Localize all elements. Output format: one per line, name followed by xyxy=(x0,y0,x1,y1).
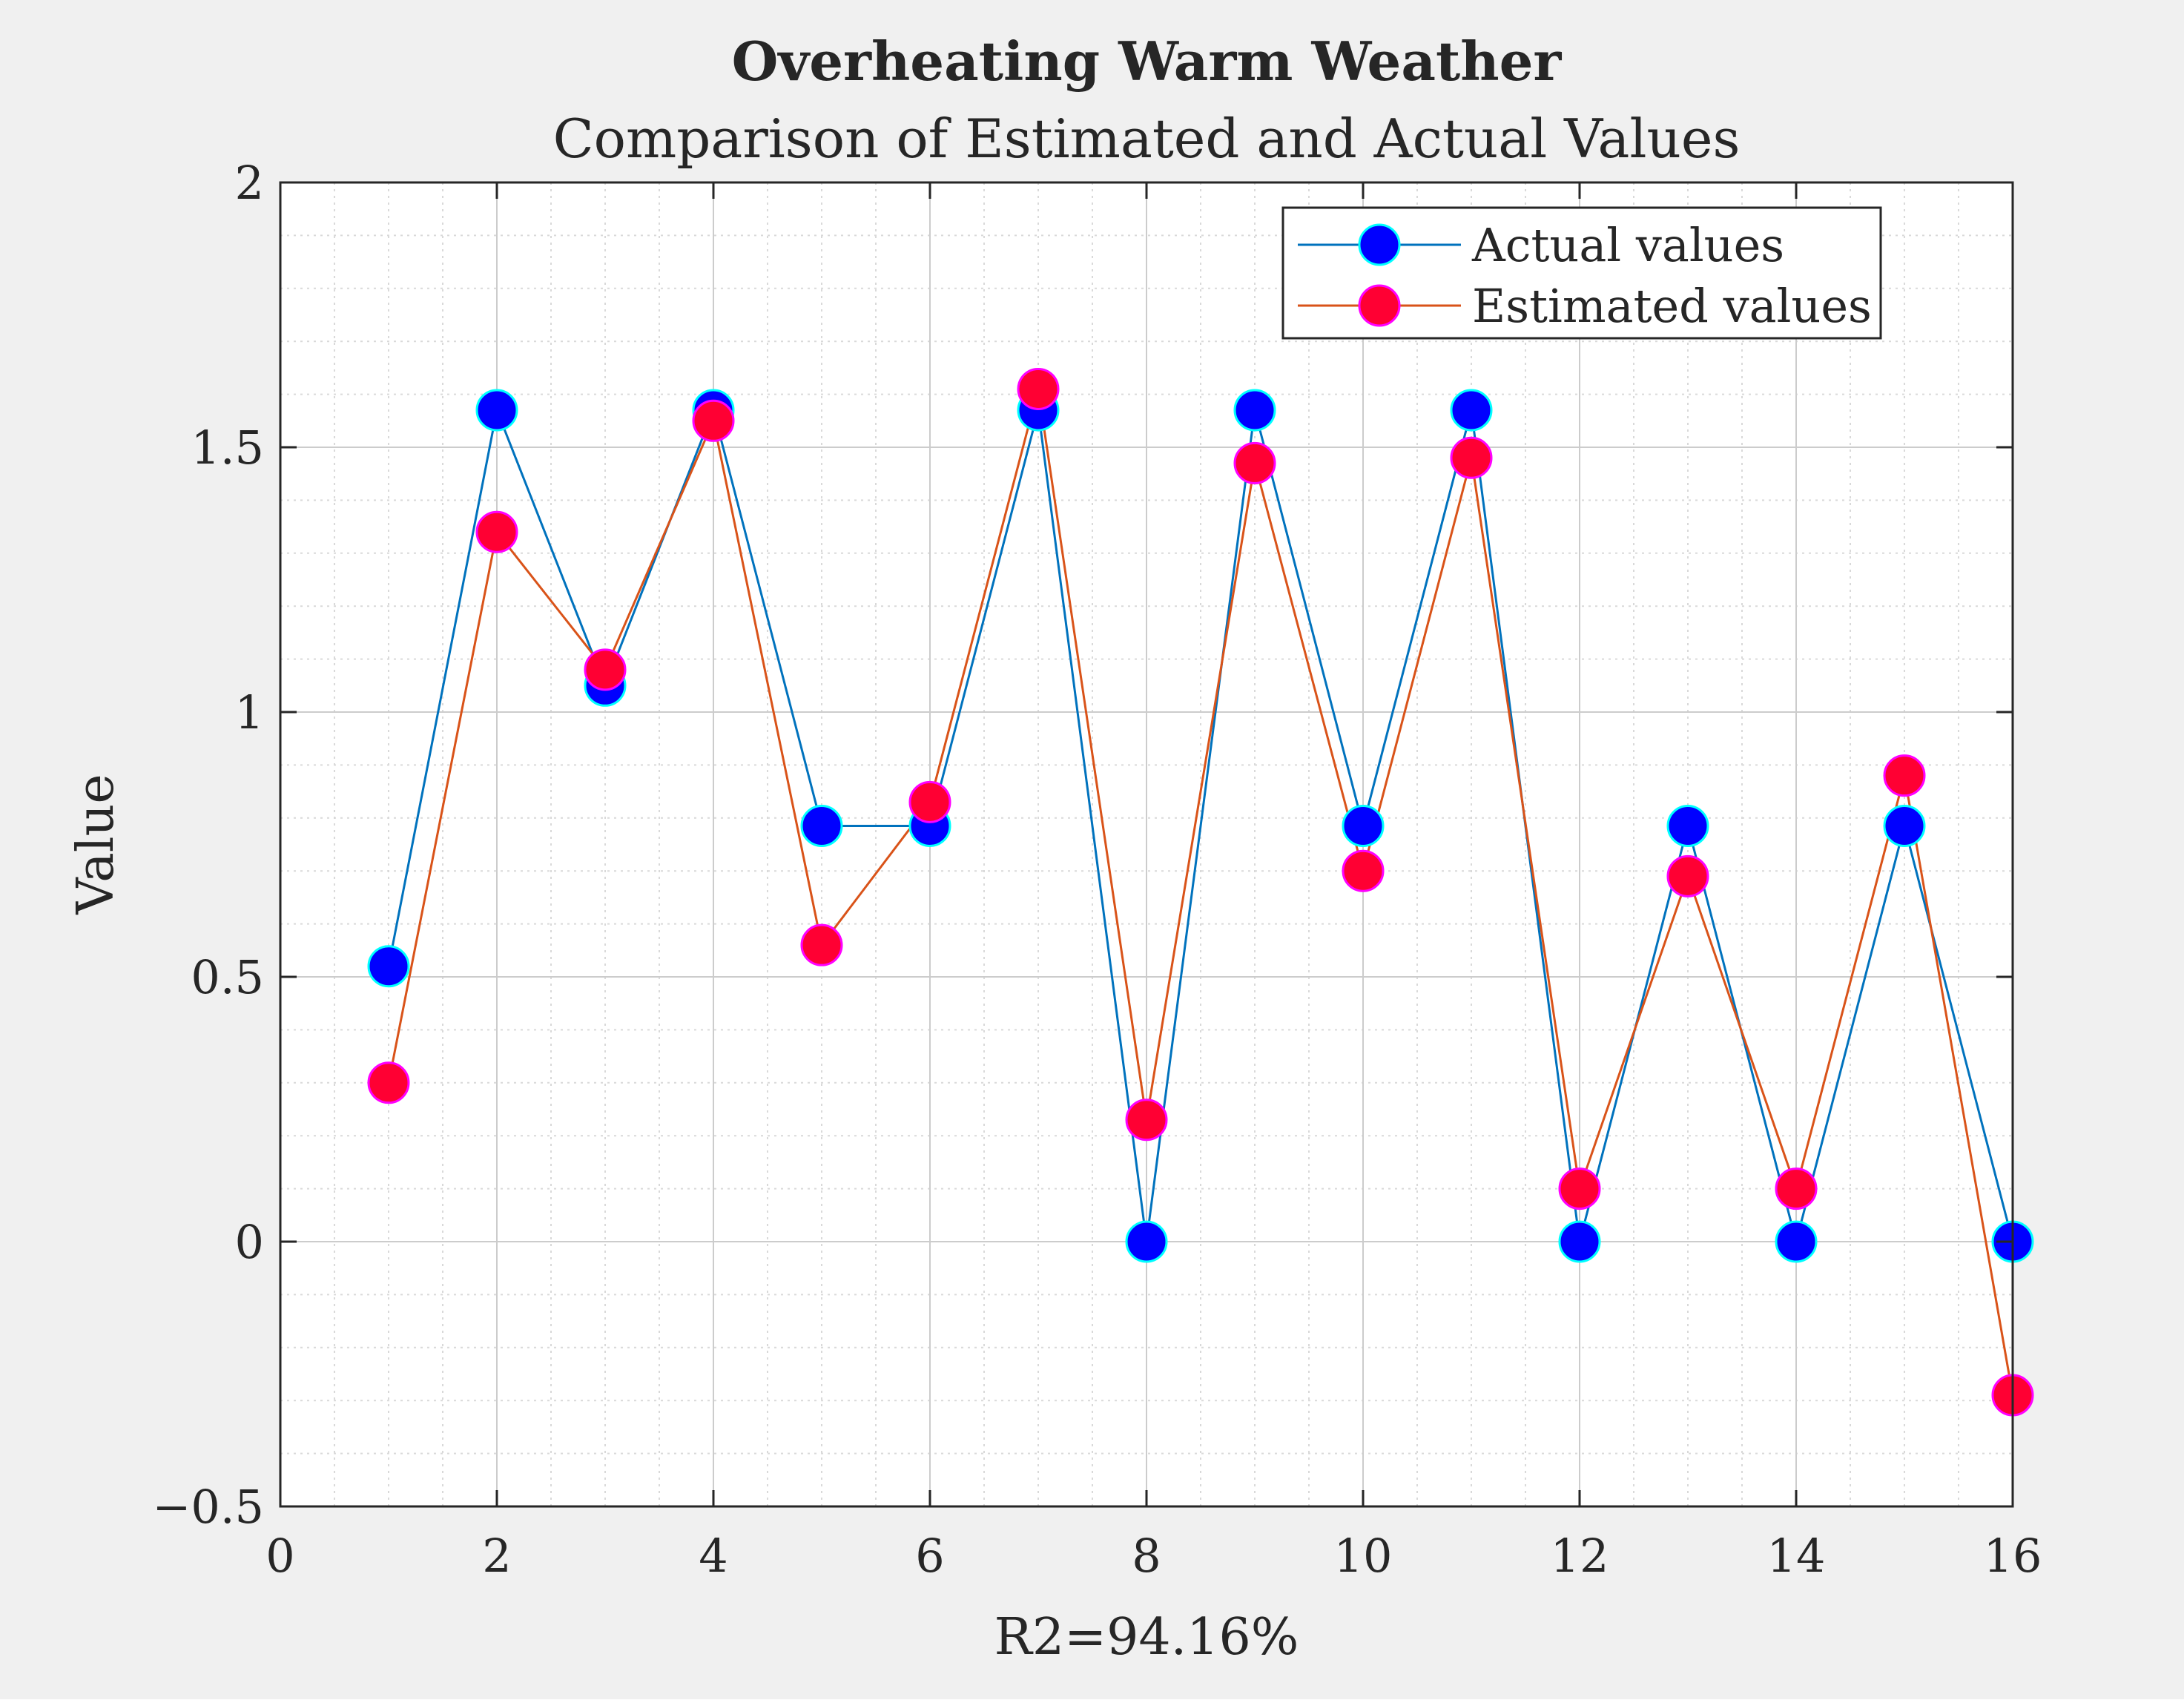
chart-title: Overheating Warm Weather xyxy=(732,30,1563,93)
grid-minor xyxy=(280,182,2013,1506)
estimated-point xyxy=(1775,1167,1818,1210)
series-layer xyxy=(367,367,2034,1417)
y-tick-label: −0.5 xyxy=(152,1480,264,1534)
estimated-point xyxy=(475,510,518,553)
legend: Actual values Estimated values xyxy=(1281,206,1882,340)
y-tick-label: 0 xyxy=(235,1215,264,1269)
x-tick-label: 8 xyxy=(1132,1529,1161,1583)
actual-point xyxy=(1666,805,1709,848)
estimated-point xyxy=(367,1061,410,1104)
actual-point xyxy=(475,389,518,432)
actual-point xyxy=(1883,805,1926,848)
x-tick-label: 4 xyxy=(699,1529,728,1583)
legend-estimated-label: Estimated values xyxy=(1472,279,1872,333)
y-tick-label: 1.5 xyxy=(191,421,264,475)
x-tick-label: 10 xyxy=(1334,1529,1393,1583)
estimated-point xyxy=(908,780,951,823)
x-tick-label: 12 xyxy=(1551,1529,1609,1583)
estimated-point xyxy=(1233,441,1276,484)
actual-point xyxy=(367,945,410,988)
actual-point xyxy=(1775,1220,1818,1263)
estimated-point xyxy=(1558,1167,1601,1210)
y-axis-label: Value xyxy=(67,774,125,915)
actual-point xyxy=(800,805,843,848)
y-tick-label: 2 xyxy=(235,156,264,210)
x-tick-label: 14 xyxy=(1767,1529,1826,1583)
estimated-point xyxy=(584,648,627,691)
actual-point xyxy=(1342,805,1385,848)
x-axis-label: R2=94.16% xyxy=(994,1608,1299,1667)
y-tick-label: 1 xyxy=(235,685,264,739)
actual-point xyxy=(1450,389,1493,432)
estimated-point xyxy=(800,923,843,966)
chart-subtitle: Comparison of Estimated and Actual Value… xyxy=(553,108,1741,170)
estimated-point xyxy=(1883,754,1926,797)
actual-point xyxy=(1233,389,1276,432)
series-line-estimated xyxy=(387,389,2014,1396)
x-tick-label: 16 xyxy=(1984,1529,2042,1583)
x-tick-label: 0 xyxy=(265,1529,294,1583)
estimated-point xyxy=(692,399,735,442)
estimated-point xyxy=(1125,1098,1168,1142)
actual-point xyxy=(1558,1220,1601,1263)
ticks-layer: 0 2 4 6 8 10 12 14 16−0.500.511.52 xyxy=(152,156,2042,1583)
estimated-point xyxy=(1342,849,1385,892)
legend-actual-label: Actual values xyxy=(1471,218,1784,272)
y-tick-label: 0.5 xyxy=(191,950,264,1004)
x-tick-label: 2 xyxy=(482,1529,511,1583)
legend-actual-marker xyxy=(1358,223,1401,266)
legend-estimated-marker xyxy=(1358,284,1401,327)
estimated-point xyxy=(1017,367,1060,410)
estimated-point xyxy=(1450,436,1493,479)
x-tick-label: 6 xyxy=(915,1529,944,1583)
actual-point xyxy=(1125,1220,1168,1263)
estimated-point xyxy=(1666,854,1709,897)
